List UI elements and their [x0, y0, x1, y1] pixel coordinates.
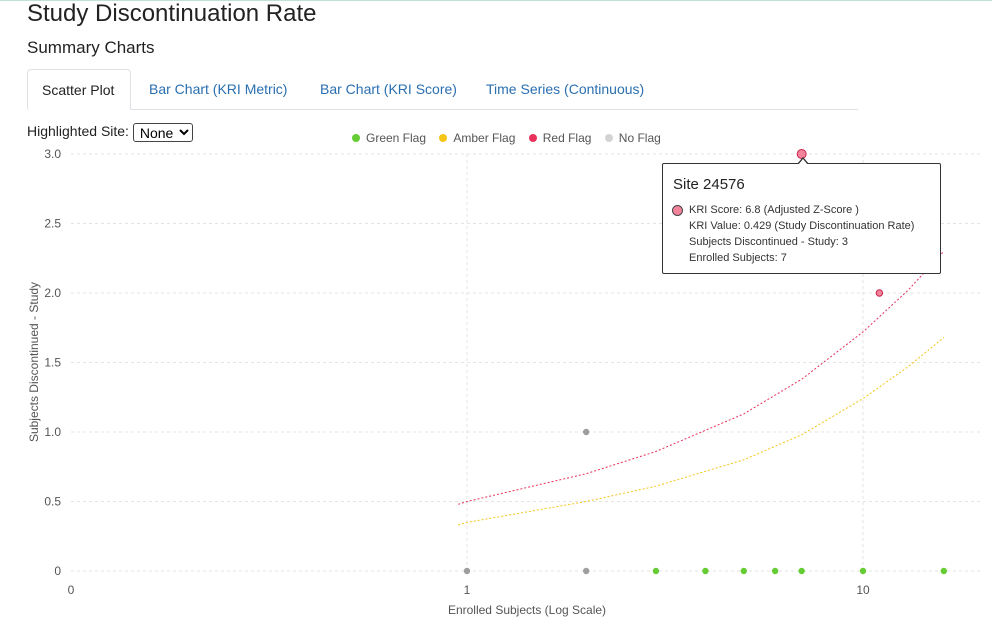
y-tick-label: 1.5	[44, 356, 61, 370]
section-title: Summary Charts	[27, 38, 155, 57]
y-tick-label: 2.5	[44, 217, 61, 231]
highlighted-site-label: Highlighted Site:	[27, 123, 129, 140]
legend-item-amber-flag[interactable]: Amber Flag	[439, 131, 515, 145]
green-flag-swatch	[352, 134, 360, 142]
tooltip-kri-score-text: KRI Score: 6.8 (Adjusted Z-Score )	[689, 204, 859, 216]
tab-bar-chart-kri-score[interactable]: Bar Chart (KRI Score)	[320, 81, 457, 97]
y-tick-label: 1.0	[44, 425, 61, 439]
legend-item-green-flag[interactable]: Green Flag	[352, 131, 426, 145]
y-tick-label: 3.0	[44, 147, 61, 161]
green-flag-point	[652, 567, 660, 575]
tooltip-enrolled-subjects: Enrolled Subjects: 7	[689, 252, 787, 264]
y-tick-label: 0.5	[44, 495, 61, 509]
y-axis-title: Subjects Discontinued - Study	[27, 282, 41, 442]
page-title: Study Discontinuation Rate	[27, 0, 317, 27]
x-tick-label: 1	[464, 583, 471, 597]
x-axis-title: Enrolled Subjects (Log Scale)	[448, 603, 606, 617]
red-flag-threshold-line	[458, 250, 945, 505]
legend-label: Green Flag	[366, 131, 427, 145]
tab-scatter-plot[interactable]: Scatter Plot	[27, 69, 131, 110]
tooltip-title: Site 24576	[673, 176, 745, 193]
red-flag-point	[875, 289, 884, 297]
legend-label: No Flag	[618, 131, 661, 145]
amber-flag-swatch	[439, 134, 448, 142]
tab-bar-chart-kri-metric[interactable]: Bar Chart (KRI Metric)	[149, 81, 288, 97]
legend-label: Amber Flag	[453, 131, 516, 145]
chart-tabs: Scatter Plot Bar Chart (KRI Metric) Bar …	[27, 69, 858, 110]
tooltip-kri-value: KRI Value: 0.429 (Study Discontinuation …	[689, 220, 915, 232]
green-flag-point	[771, 567, 779, 575]
legend-label: Red Flag	[542, 131, 592, 145]
green-flag-point	[859, 567, 867, 575]
no-flag-point	[583, 567, 590, 575]
no-flag-swatch	[604, 134, 613, 142]
tab-time-series-continuous[interactable]: Time Series (Continuous)	[486, 81, 645, 97]
no-flag-point	[583, 428, 590, 436]
y-tick-label: 0	[54, 564, 61, 578]
green-flag-point	[702, 567, 709, 575]
red-flag-swatch	[528, 134, 537, 142]
x-tick-label: 0	[68, 583, 75, 597]
legend-item-no-flag[interactable]: No Flag	[604, 131, 661, 145]
red-flag-marker-icon	[672, 205, 683, 216]
no-flag-point	[463, 567, 471, 575]
green-flag-point	[798, 567, 805, 575]
green-flag-point	[940, 567, 948, 575]
top-divider	[0, 0, 992, 1]
tooltip-kri-score: KRI Score: 6.8 (Adjusted Z-Score )	[672, 202, 930, 218]
highlighted-site-row: Highlighted Site: None	[27, 123, 193, 142]
chart-legend: Green Flag Amber Flag Red Flag No Flag	[352, 131, 671, 145]
tooltip-subjects-discontinued: Subjects Discontinued - Study: 3	[689, 236, 848, 248]
amber-flag-threshold-line	[458, 337, 945, 526]
site-tooltip: Site 24576 KRI Score: 6.8 (Adjusted Z-Sc…	[662, 157, 941, 274]
green-flag-point	[740, 567, 747, 575]
highlighted-site-select[interactable]: None	[132, 123, 193, 142]
x-tick-label: 10	[856, 583, 870, 597]
y-tick-label: 2.0	[44, 286, 61, 300]
legend-item-red-flag[interactable]: Red Flag	[528, 131, 592, 145]
